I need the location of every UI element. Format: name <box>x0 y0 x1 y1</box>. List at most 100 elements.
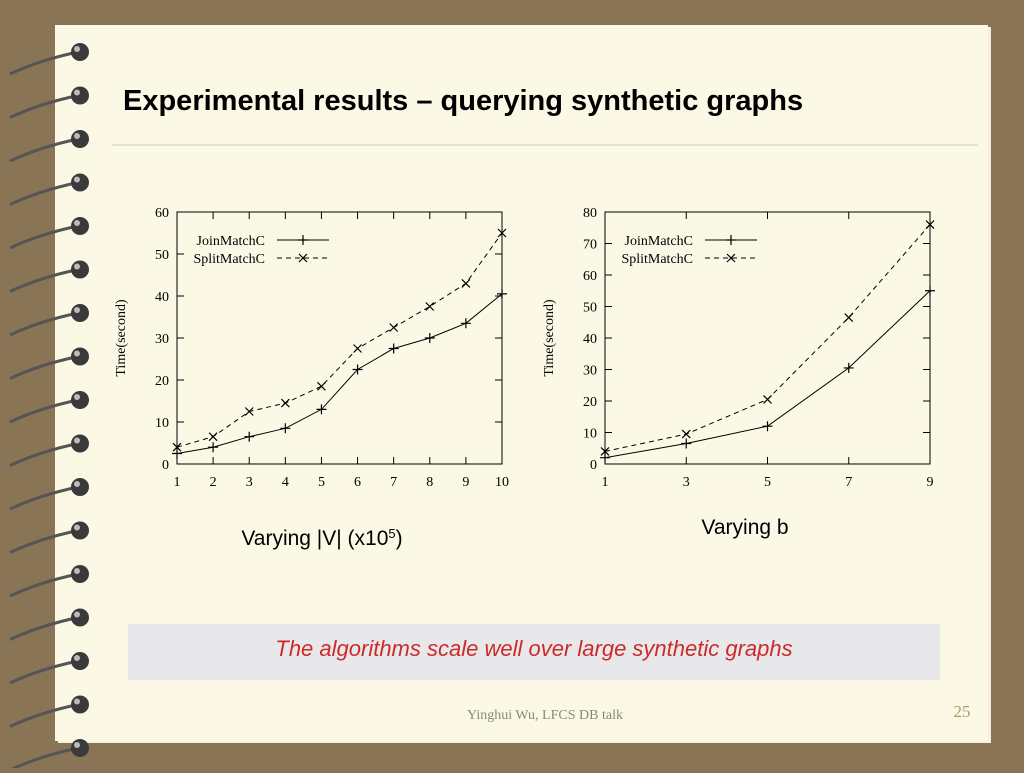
data-point <box>244 407 254 416</box>
footer: Yinghui Wu, LFCS DB talk <box>467 708 623 723</box>
ring-hole <box>71 608 89 627</box>
x-axis-label: Varying b <box>701 516 788 539</box>
x-tick-label: 3 <box>246 475 253 490</box>
ring-hole <box>71 695 89 714</box>
ring-wire <box>9 268 79 293</box>
data-point <box>763 395 772 404</box>
legend-label: JoinMatchC <box>625 234 693 249</box>
ring-hole-shine <box>74 437 80 444</box>
ring-wire <box>9 442 79 467</box>
ring-wire <box>9 572 79 598</box>
ring-hole <box>71 434 89 453</box>
x-tick-label: 10 <box>495 475 509 490</box>
ring-hole <box>71 391 89 409</box>
x-tick-label: 2 <box>210 475 217 490</box>
data-point <box>317 381 326 391</box>
legend-marker <box>726 235 736 245</box>
ring-hole-shine <box>74 89 80 96</box>
legend-label: SplitMatchC <box>193 252 265 267</box>
note: The algorithms scale well over large syn… <box>275 636 792 661</box>
x-tick-label: 3 <box>683 475 690 490</box>
ring-hole-shine <box>74 46 80 52</box>
data-point <box>762 421 773 432</box>
ring-hole <box>71 43 89 61</box>
x-axis-label-part: 5 <box>388 526 395 541</box>
data-point <box>600 452 610 463</box>
ring-hole <box>71 478 89 496</box>
y-axis-label: Time(second) <box>114 299 129 377</box>
x-tick-label: 7 <box>390 475 397 490</box>
legend-label: JoinMatchC <box>197 234 265 249</box>
legend-marker <box>298 235 308 245</box>
ring-hole <box>71 217 89 235</box>
ring-hole-shine <box>74 655 80 661</box>
x-axis-label-part: Varying |V| (x10 <box>241 527 388 550</box>
data-point <box>244 431 255 442</box>
y-tick-label: 10 <box>583 427 597 442</box>
legend-label: SplitMatchC <box>621 252 693 267</box>
ring-hole <box>71 173 89 192</box>
ring-wire <box>9 224 79 250</box>
ring-wire <box>9 485 79 511</box>
y-tick-label: 50 <box>155 248 169 263</box>
y-tick-label: 20 <box>583 395 597 410</box>
slide-title: Experimental results – querying syntheti… <box>123 85 803 117</box>
ring-wire <box>9 703 79 728</box>
data-point <box>681 438 692 449</box>
x-axis-label-part: Varying b <box>701 516 788 539</box>
ring-hole <box>71 347 89 366</box>
ring-wire <box>9 398 79 424</box>
data-point <box>925 220 935 230</box>
y-tick-label: 0 <box>162 458 169 473</box>
ring-wire <box>9 137 79 163</box>
ring-wire <box>9 181 79 206</box>
data-point <box>388 343 399 354</box>
ring-hole <box>71 304 89 322</box>
data-point <box>389 323 399 332</box>
ring-wire <box>9 311 79 337</box>
y-tick-label: 50 <box>583 301 597 316</box>
data-point <box>600 446 610 456</box>
data-point <box>844 313 854 322</box>
data-point <box>425 302 435 311</box>
ring-wire <box>9 529 79 554</box>
ring-hole-shine <box>74 176 80 183</box>
data-point <box>460 318 471 329</box>
series-line <box>176 293 503 454</box>
data-point <box>353 344 362 353</box>
data-point <box>424 333 435 343</box>
data-point <box>497 288 507 299</box>
ring-hole <box>71 739 89 757</box>
data-point <box>208 432 218 442</box>
y-tick-label: 20 <box>155 374 169 389</box>
ring-hole <box>71 521 89 540</box>
page-number: 25 <box>954 702 971 721</box>
x-tick-label: 1 <box>174 475 181 490</box>
x-axis-label-part: ) <box>396 527 403 550</box>
ring-hole <box>71 652 89 670</box>
data-point <box>925 285 935 296</box>
ring-hole-shine <box>74 698 80 705</box>
x-tick-label: 5 <box>764 475 771 490</box>
data-point <box>172 442 182 452</box>
ring-wire <box>9 616 79 641</box>
x-tick-label: 9 <box>462 475 469 490</box>
ring-hole-shine <box>74 263 80 270</box>
ring-wire <box>9 659 79 685</box>
y-tick-label: 30 <box>155 332 169 347</box>
data-point <box>208 442 219 453</box>
ring-hole-shine <box>74 611 80 618</box>
ring-hole <box>71 565 89 583</box>
y-tick-label: 60 <box>155 206 169 221</box>
ring-hole <box>71 86 89 105</box>
y-tick-label: 80 <box>583 206 597 221</box>
data-point <box>352 364 363 375</box>
data-point <box>497 228 507 238</box>
data-point <box>280 423 291 434</box>
y-tick-label: 0 <box>590 458 597 473</box>
x-tick-label: 6 <box>354 475 361 490</box>
data-point <box>172 448 182 459</box>
ring-hole-shine <box>74 350 80 357</box>
legend-marker <box>298 253 308 263</box>
ring-hole-shine <box>74 742 80 748</box>
